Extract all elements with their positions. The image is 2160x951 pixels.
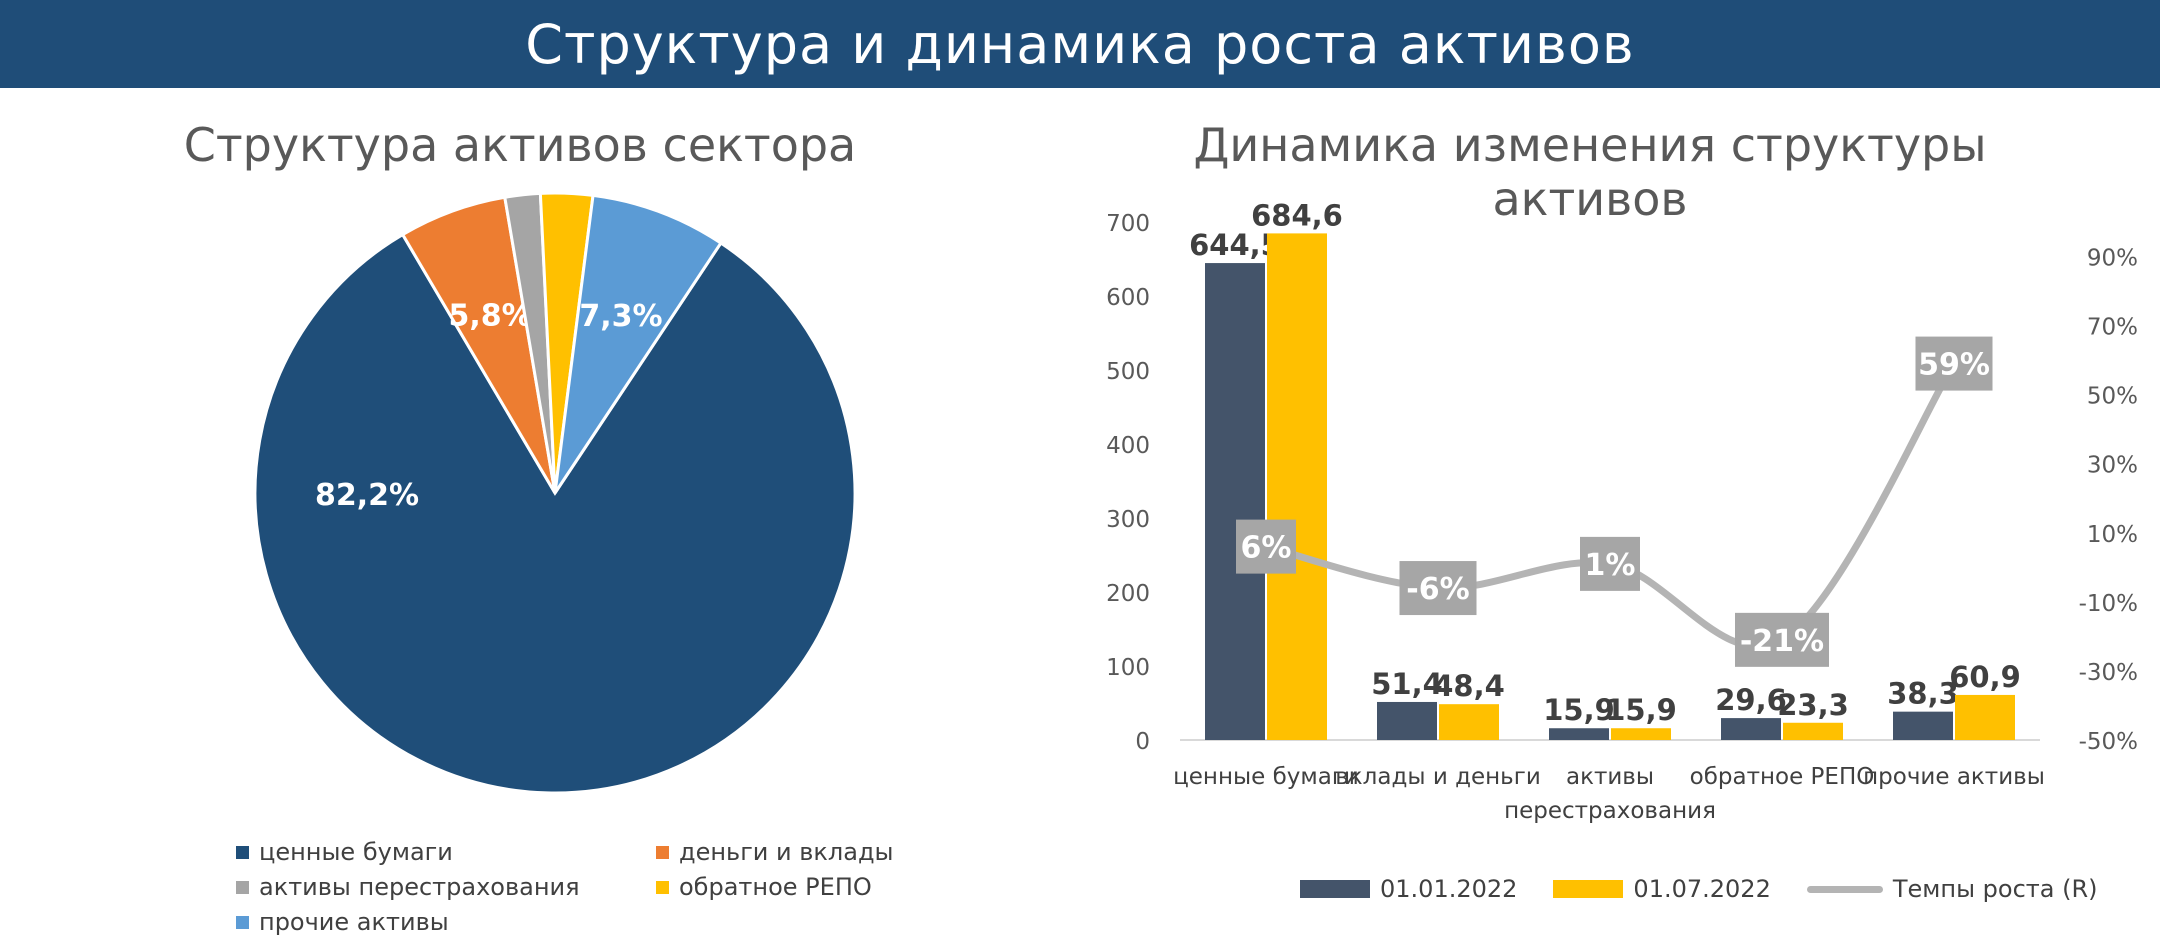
legend-swatch	[1300, 880, 1370, 898]
y-tick-label: 0	[1135, 729, 1150, 755]
legend-label: Темпы роста (R)	[1892, 875, 2098, 903]
bar	[1955, 694, 2015, 740]
bar-value-label: 684,6	[1251, 198, 1343, 232]
legend-swatch	[656, 880, 669, 894]
legend-label: деньги и вклады	[679, 838, 894, 866]
y2-tick-label: 90%	[2087, 246, 2138, 272]
growth-line	[1262, 360, 1958, 651]
bar	[1893, 711, 1953, 740]
bar-value-label: 644,5	[1189, 228, 1281, 262]
legend-label: активы перестрахования	[259, 873, 580, 901]
bar-legend: 01.01.2022 01.07.2022 Темпы роста (R)	[1300, 872, 2133, 906]
pie-slice	[553, 193, 723, 494]
growth-label-box	[1580, 536, 1640, 591]
bar	[1549, 728, 1609, 740]
y2-tick-label: 30%	[2087, 453, 2138, 479]
growth-label: -21%	[1740, 624, 1824, 659]
legend-swatch	[236, 915, 249, 929]
legend-swatch	[236, 880, 249, 894]
bar-value-label: 38,3	[1887, 677, 1959, 711]
legend-item-repo: обратное РЕПО	[656, 873, 872, 901]
legend-item-money: деньги и вклады	[656, 838, 894, 866]
bar-chart: 0 100 200 300 400 500 600 700 -50% -30% -10% 10% 30%…	[1106, 198, 2138, 824]
bar-chart-title: Динамика изменения структуры активов	[1193, 118, 1987, 226]
legend-item-reinsurance: активы перестрахования	[236, 873, 580, 901]
legend-label: 01.01.2022	[1380, 875, 1518, 903]
growth-label: 1%	[1585, 548, 1636, 583]
legend-label: 01.07.2022	[1633, 875, 1771, 903]
legend-swatch	[1806, 885, 1883, 893]
x-tick-label: прочие активы	[1863, 764, 2045, 790]
y2-tick-label: -10%	[2079, 591, 2138, 617]
bar-value-label: 15,9	[1543, 693, 1615, 727]
y2-tick-label: 50%	[2087, 384, 2138, 410]
legend-label: ценные бумаги	[259, 838, 453, 866]
pie-slice-label: 7,3%	[579, 299, 662, 334]
pie-chart: 82,2%5,8%1,9%2,8%7,3%	[253, 191, 857, 795]
y-tick-label: 300	[1106, 507, 1150, 533]
legend-label: обратное РЕПО	[679, 873, 872, 901]
bar-value-label: 15,9	[1605, 693, 1677, 727]
y-tick-label: 400	[1106, 433, 1150, 459]
bar	[1611, 728, 1671, 740]
legend-item-growth: Темпы роста (R)	[1806, 875, 2098, 903]
bar-value-label: 51,4	[1371, 667, 1443, 701]
bar-value-label: 29,6	[1715, 683, 1787, 717]
pie-slice-label: 5,8%	[449, 298, 532, 333]
y-tick-label: 600	[1106, 285, 1150, 311]
growth-label-box	[1236, 519, 1296, 574]
header-banner: Структура и динамика роста активов	[0, 0, 2160, 88]
y-tick-label: 100	[1106, 655, 1150, 681]
pie-chart-title: Структура активов сектора	[183, 118, 857, 172]
legend-item-securities: ценные бумаги	[236, 838, 453, 866]
bar-value-label: 60,9	[1949, 660, 2021, 694]
legend-item-2022-01: 01.01.2022	[1300, 875, 1517, 903]
bar	[1439, 704, 1499, 740]
legend-swatch	[1553, 880, 1624, 898]
bar	[1377, 701, 1437, 740]
x-tick-label: вклады и деньги	[1335, 764, 1541, 790]
legend-item-2022-07: 01.07.2022	[1553, 875, 1771, 903]
growth-label-box	[1735, 612, 1829, 667]
legend-item-other: прочие активы	[236, 908, 449, 936]
bar	[1267, 233, 1327, 740]
bar-value-label: 23,3	[1777, 688, 1849, 722]
growth-label: -6%	[1406, 572, 1469, 607]
y2-tick-label: -30%	[2079, 660, 2138, 686]
bar	[1205, 263, 1265, 740]
growth-label-box	[1399, 561, 1477, 616]
pie-slice-label: 82,2%	[315, 478, 419, 513]
x-tick-label: обратное РЕПО	[1690, 764, 1875, 790]
x-tick-label: активы	[1566, 764, 1654, 790]
legend-swatch	[656, 845, 669, 859]
legend-swatch	[236, 845, 249, 859]
pie-slice	[253, 232, 857, 795]
growth-label: 59%	[1918, 348, 1990, 383]
y2-tick-label: 70%	[2087, 315, 2138, 341]
bar	[1783, 722, 1843, 740]
y-tick-label: 200	[1106, 581, 1150, 607]
bar-value-label: 48,4	[1433, 669, 1505, 703]
y-tick-label: 700	[1106, 211, 1150, 237]
y2-tick-label: 10%	[2087, 522, 2138, 548]
page-title: Структура и динамика роста активов	[525, 12, 1635, 76]
legend-label: прочие активы	[259, 908, 449, 936]
growth-label: 6%	[1241, 531, 1292, 566]
y-tick-label: 500	[1106, 359, 1150, 385]
x-tick-label: перестрахования	[1504, 798, 1716, 824]
growth-label-box	[1915, 336, 1993, 391]
x-tick-label: ценные бумаги	[1173, 764, 1359, 790]
y2-tick-label: -50%	[2079, 729, 2138, 755]
bar	[1721, 718, 1781, 740]
